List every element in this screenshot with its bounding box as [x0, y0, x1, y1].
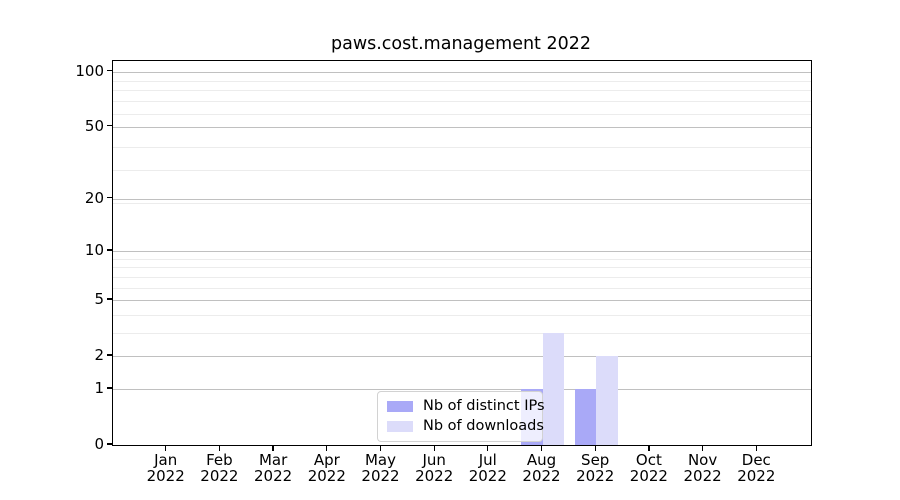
ytick-mark [106, 387, 112, 389]
xtick-label-dec: Dec 2022 [721, 452, 791, 484]
xtick-mark [594, 445, 596, 451]
legend-label-distinct-ips: Nb of distinct IPs [423, 398, 545, 414]
xtick-month: Nov [687, 451, 718, 469]
xtick-year: 2022 [683, 467, 722, 485]
gridline-minor [113, 314, 811, 316]
xtick-year: 2022 [307, 467, 346, 485]
ytick-mark [106, 69, 112, 72]
gridline-major [113, 198, 811, 200]
legend: Nb of distinct IPs Nb of downloads [377, 391, 545, 442]
legend-swatch-downloads [387, 420, 413, 432]
xtick-label-sep: Sep 2022 [560, 452, 630, 484]
bar-distinct-ips-sep [574, 388, 597, 445]
xtick-month: May [364, 451, 396, 469]
xtick-month: Jan [154, 451, 178, 469]
xtick-month: Sep [581, 451, 610, 469]
xtick-month: Dec [741, 451, 771, 469]
xtick-mark [540, 445, 543, 451]
xtick-year: 2022 [576, 467, 615, 485]
xtick-year: 2022 [361, 467, 400, 485]
ytick-label-10: 10 [84, 240, 104, 259]
ytick-label-50: 50 [84, 116, 104, 135]
xtick-mark [433, 445, 435, 451]
gridline-minor [113, 101, 811, 103]
gridline-minor [113, 332, 811, 334]
xtick-label-oct: Oct 2022 [614, 452, 684, 484]
gridline-minor [113, 169, 811, 171]
xtick-month: Apr [313, 451, 340, 469]
ytick-label-20: 20 [84, 188, 104, 207]
gridline-major [113, 388, 811, 390]
bar-downloads-aug [542, 332, 564, 445]
gridline-major [113, 300, 811, 301]
gridline-major [113, 126, 811, 128]
xtick-mark [755, 445, 757, 451]
ytick-label-0: 0 [94, 435, 104, 453]
gridline-minor [113, 267, 811, 269]
ytick-mark [106, 443, 112, 445]
xtick-mark [326, 445, 328, 451]
xtick-label-mar: Mar 2022 [238, 452, 308, 484]
gridline-minor [113, 202, 811, 204]
xtick-label-nov: Nov 2022 [668, 452, 738, 484]
gridline-minor [113, 276, 811, 278]
xtick-month: Oct [635, 451, 662, 469]
xtick-year: 2022 [468, 467, 507, 485]
plot-area: Nb of distinct IPs Nb of downloads [112, 60, 812, 446]
xtick-month: Jun [422, 451, 446, 469]
xtick-year: 2022 [737, 467, 776, 485]
ytick-mark [106, 125, 112, 127]
xtick-label-jul: Jul 2022 [453, 452, 523, 484]
xtick-month: Aug [526, 451, 557, 469]
xtick-year: 2022 [146, 467, 185, 485]
legend-swatch-distinct-ips [387, 400, 413, 412]
xtick-month: Mar [258, 451, 288, 469]
xtick-label-apr: Apr 2022 [292, 452, 362, 484]
xtick-label-jan: Jan 2022 [131, 452, 201, 484]
gridline-major [113, 71, 811, 73]
xtick-year: 2022 [629, 467, 668, 485]
ytick-mark [106, 354, 112, 356]
xtick-mark [165, 445, 167, 451]
gridline-minor [113, 113, 811, 115]
legend-item-downloads: Nb of downloads [387, 418, 544, 434]
ytick-label-100: 100 [75, 61, 104, 80]
legend-label-downloads: Nb of downloads [423, 418, 544, 434]
xtick-mark [272, 445, 274, 451]
bar-downloads-sep [596, 356, 618, 445]
xtick-mark [379, 445, 382, 451]
ytick-label-2: 2 [94, 346, 104, 365]
xtick-mark [648, 445, 650, 451]
gridline-minor [113, 258, 811, 260]
ytick-mark [106, 298, 112, 300]
ytick-mark [106, 249, 112, 251]
xtick-label-jun: Jun 2022 [399, 452, 469, 484]
xtick-label-may: May 2022 [346, 452, 416, 484]
gridline-minor [113, 90, 811, 92]
xtick-month: Feb [206, 451, 233, 469]
xtick-mark [487, 445, 489, 451]
xtick-month: Jul [478, 451, 497, 469]
xtick-label-feb: Feb 2022 [184, 452, 254, 484]
xtick-year: 2022 [200, 467, 239, 485]
gridline-major [113, 250, 811, 252]
gridline-minor [113, 287, 811, 289]
xtick-year: 2022 [522, 467, 561, 485]
ytick-mark [106, 196, 112, 199]
xtick-year: 2022 [415, 467, 454, 485]
xtick-label-aug: Aug 2022 [507, 452, 577, 484]
legend-item-distinct-ips: Nb of distinct IPs [387, 398, 545, 414]
gridline-minor [113, 80, 811, 82]
ytick-label-1: 1 [94, 378, 104, 397]
gridline-minor [113, 146, 811, 148]
gridline-major [113, 356, 811, 358]
chart-title: paws.cost.management 2022 [330, 34, 592, 54]
xtick-mark [218, 445, 221, 451]
xtick-mark [701, 445, 704, 451]
xtick-year: 2022 [254, 467, 293, 485]
ytick-label-5: 5 [94, 290, 104, 308]
